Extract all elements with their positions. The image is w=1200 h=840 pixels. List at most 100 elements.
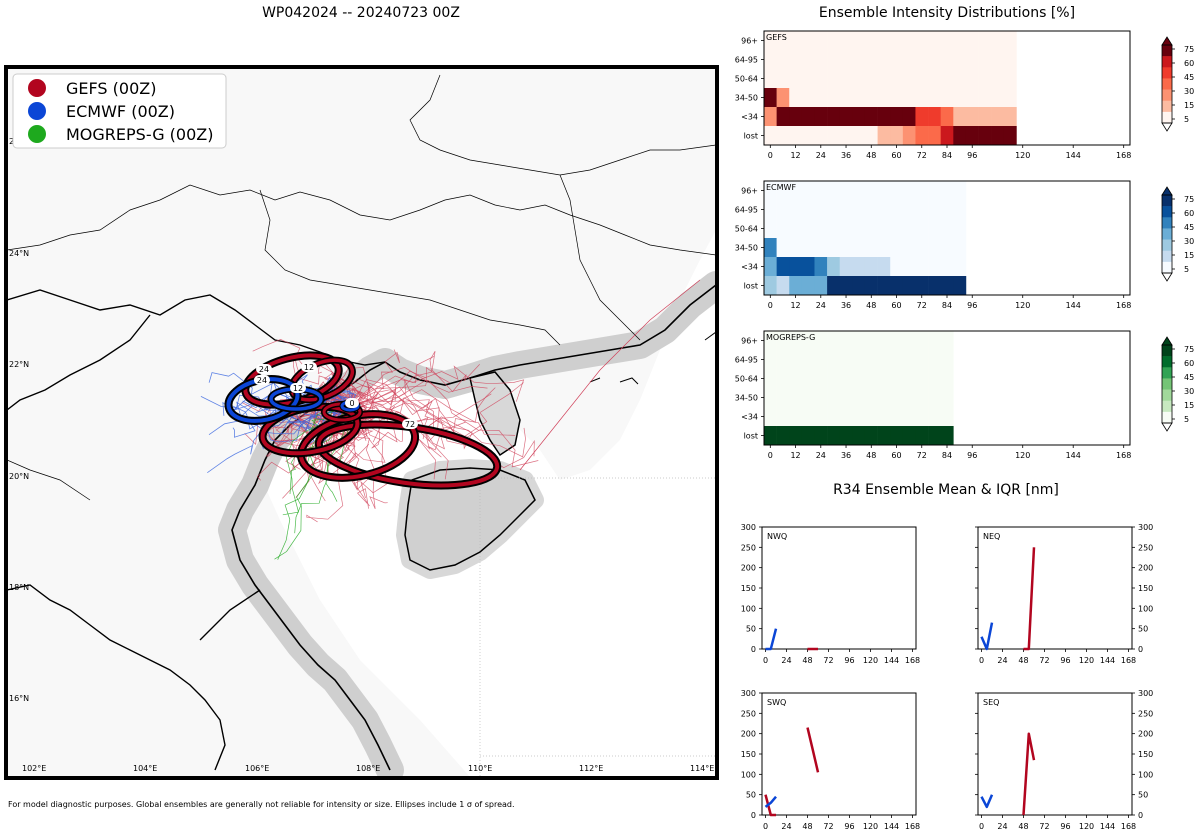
ensemble-member-track bbox=[349, 365, 525, 406]
x-tick-label: 96 bbox=[967, 451, 977, 460]
heatmap-panel-label: GEFS bbox=[766, 33, 787, 42]
heatmap-cell bbox=[764, 276, 777, 295]
coast-islands bbox=[589, 331, 716, 385]
heatmap-cell bbox=[827, 219, 841, 238]
y-tick-label: 250 bbox=[741, 543, 756, 552]
heatmap-cell bbox=[1003, 126, 1017, 145]
x-tick-label: 0 bbox=[979, 822, 984, 831]
heatmap-cell bbox=[915, 31, 929, 50]
r34-panel-seq: SEQ 300 250 200 150 100 50 0 0 24 48 72 96 120 144 168 bbox=[975, 689, 1153, 831]
heatmap-cell bbox=[852, 350, 866, 369]
x-tick-label: 168 bbox=[1116, 301, 1131, 310]
legend-entry-ecmwf: ECMWF (00Z) bbox=[28, 102, 175, 121]
heatmap-cell bbox=[814, 350, 828, 369]
colorbar-segment bbox=[1162, 356, 1172, 368]
heatmap-cell bbox=[928, 219, 941, 238]
heatmap-cell bbox=[940, 107, 954, 126]
y-tick-label: lost bbox=[744, 432, 758, 441]
heatmap-cell bbox=[890, 181, 904, 200]
y-tick-label: 300 bbox=[1138, 689, 1153, 698]
intensity-panel-mogreps-g: MOGREPS-G 96+ 64-95 50-64 34-50 <34 lost 0 12 24 3… bbox=[735, 330, 1194, 460]
colorbar-tick-label: 5 bbox=[1184, 415, 1189, 424]
heatmap-cell bbox=[839, 350, 853, 369]
colorbar-frame bbox=[1161, 194, 1173, 274]
colorbar-frame bbox=[1161, 44, 1173, 124]
heatmap-cell bbox=[839, 126, 853, 145]
heatmap-cell bbox=[776, 107, 790, 126]
heatmap-cell bbox=[965, 50, 979, 69]
heatmap-cell bbox=[902, 88, 916, 107]
x-tick-label: 24 bbox=[816, 301, 826, 310]
heatmap-cell bbox=[839, 238, 853, 257]
heatmap-cell bbox=[814, 426, 828, 445]
x-tick-label: 144 bbox=[884, 656, 899, 665]
heatmap-cell bbox=[776, 426, 790, 445]
intensity-panel-gefs: GEFS 96+ 64-95 50-64 34-50 <34 lost 0 12 24 36 48 60… bbox=[735, 30, 1194, 160]
heatmap-cell bbox=[827, 257, 841, 276]
legend-label: GEFS (00Z) bbox=[66, 79, 156, 98]
heatmap-cell bbox=[877, 219, 891, 238]
heatmap-cell bbox=[877, 107, 891, 126]
heatmap-cell bbox=[827, 331, 841, 350]
x-tick-label: 120 bbox=[1079, 822, 1094, 831]
heatmap-cell bbox=[928, 238, 941, 257]
heatmap-cell bbox=[877, 257, 891, 276]
heatmap-cell bbox=[915, 350, 929, 369]
x-tick-label: 24 bbox=[997, 656, 1007, 665]
heatmap-cell bbox=[940, 257, 954, 276]
colorbar-segment bbox=[1162, 100, 1172, 113]
heatmap-cell bbox=[915, 69, 929, 88]
heatmap-cell bbox=[877, 181, 891, 200]
heatmap-cell bbox=[877, 50, 891, 69]
colorbar-tick-label: 30 bbox=[1184, 237, 1194, 246]
r34-series-ecmwf bbox=[980, 622, 994, 651]
x-tick-label: 168 bbox=[1116, 151, 1131, 160]
heatmap-cell bbox=[890, 426, 904, 445]
heatmap-cell bbox=[852, 369, 866, 388]
heatmap-cell bbox=[839, 388, 853, 407]
heatmap-cell bbox=[890, 126, 904, 145]
heatmap-cell bbox=[764, 219, 777, 238]
heatmap-cell bbox=[953, 181, 967, 200]
heatmap-cell bbox=[814, 50, 828, 69]
y-tick-label: 34-50 bbox=[735, 394, 758, 403]
colorbar-segment bbox=[1162, 195, 1172, 207]
svg-text:24: 24 bbox=[259, 365, 269, 374]
legend-entry-mogreps: MOGREPS-G (00Z) bbox=[28, 125, 213, 144]
heatmap-cell bbox=[814, 31, 828, 50]
legend-marker-ecmwf bbox=[28, 102, 46, 120]
heatmap-cell bbox=[776, 219, 790, 238]
heatmap-cell bbox=[852, 276, 866, 295]
heatmap-cell bbox=[978, 126, 992, 145]
heatmap-cell bbox=[852, 107, 866, 126]
heatmap-cell bbox=[801, 350, 815, 369]
x-tick-label: 36 bbox=[841, 301, 851, 310]
heatmap-cell bbox=[953, 88, 967, 107]
heatmap-cell bbox=[864, 388, 878, 407]
legend-box bbox=[12, 73, 227, 149]
heatmap-cell bbox=[789, 407, 803, 426]
y-tick-label: 96+ bbox=[741, 337, 758, 346]
x-tick-label: 0 bbox=[763, 822, 768, 831]
heatmap-cell bbox=[864, 181, 878, 200]
heatmap-cell bbox=[839, 200, 853, 219]
heatmap-cell bbox=[940, 50, 954, 69]
x-tick-label: 144 bbox=[1066, 451, 1081, 460]
heatmap-cell bbox=[789, 276, 803, 295]
heatmap-cell bbox=[877, 238, 891, 257]
heatmap-cell bbox=[814, 238, 828, 257]
heatmap-cell bbox=[864, 219, 878, 238]
x-tick-label: 48 bbox=[802, 822, 812, 831]
lon-label: 110°E bbox=[468, 764, 492, 773]
heatmap-cell bbox=[827, 407, 841, 426]
x-tick-label: 168 bbox=[905, 656, 920, 665]
heatmap-cell bbox=[978, 88, 992, 107]
y-tick-label: 150 bbox=[1138, 584, 1153, 593]
heatmap-cell bbox=[801, 426, 815, 445]
y-tick-label: lost bbox=[744, 132, 758, 141]
colorbar-tick-label: 60 bbox=[1184, 209, 1194, 218]
heatmap-cell bbox=[902, 407, 916, 426]
colorbar-tick-label: 75 bbox=[1184, 45, 1194, 54]
heatmap-cell bbox=[890, 331, 904, 350]
r34-quadrant-label: NWQ bbox=[767, 532, 787, 541]
